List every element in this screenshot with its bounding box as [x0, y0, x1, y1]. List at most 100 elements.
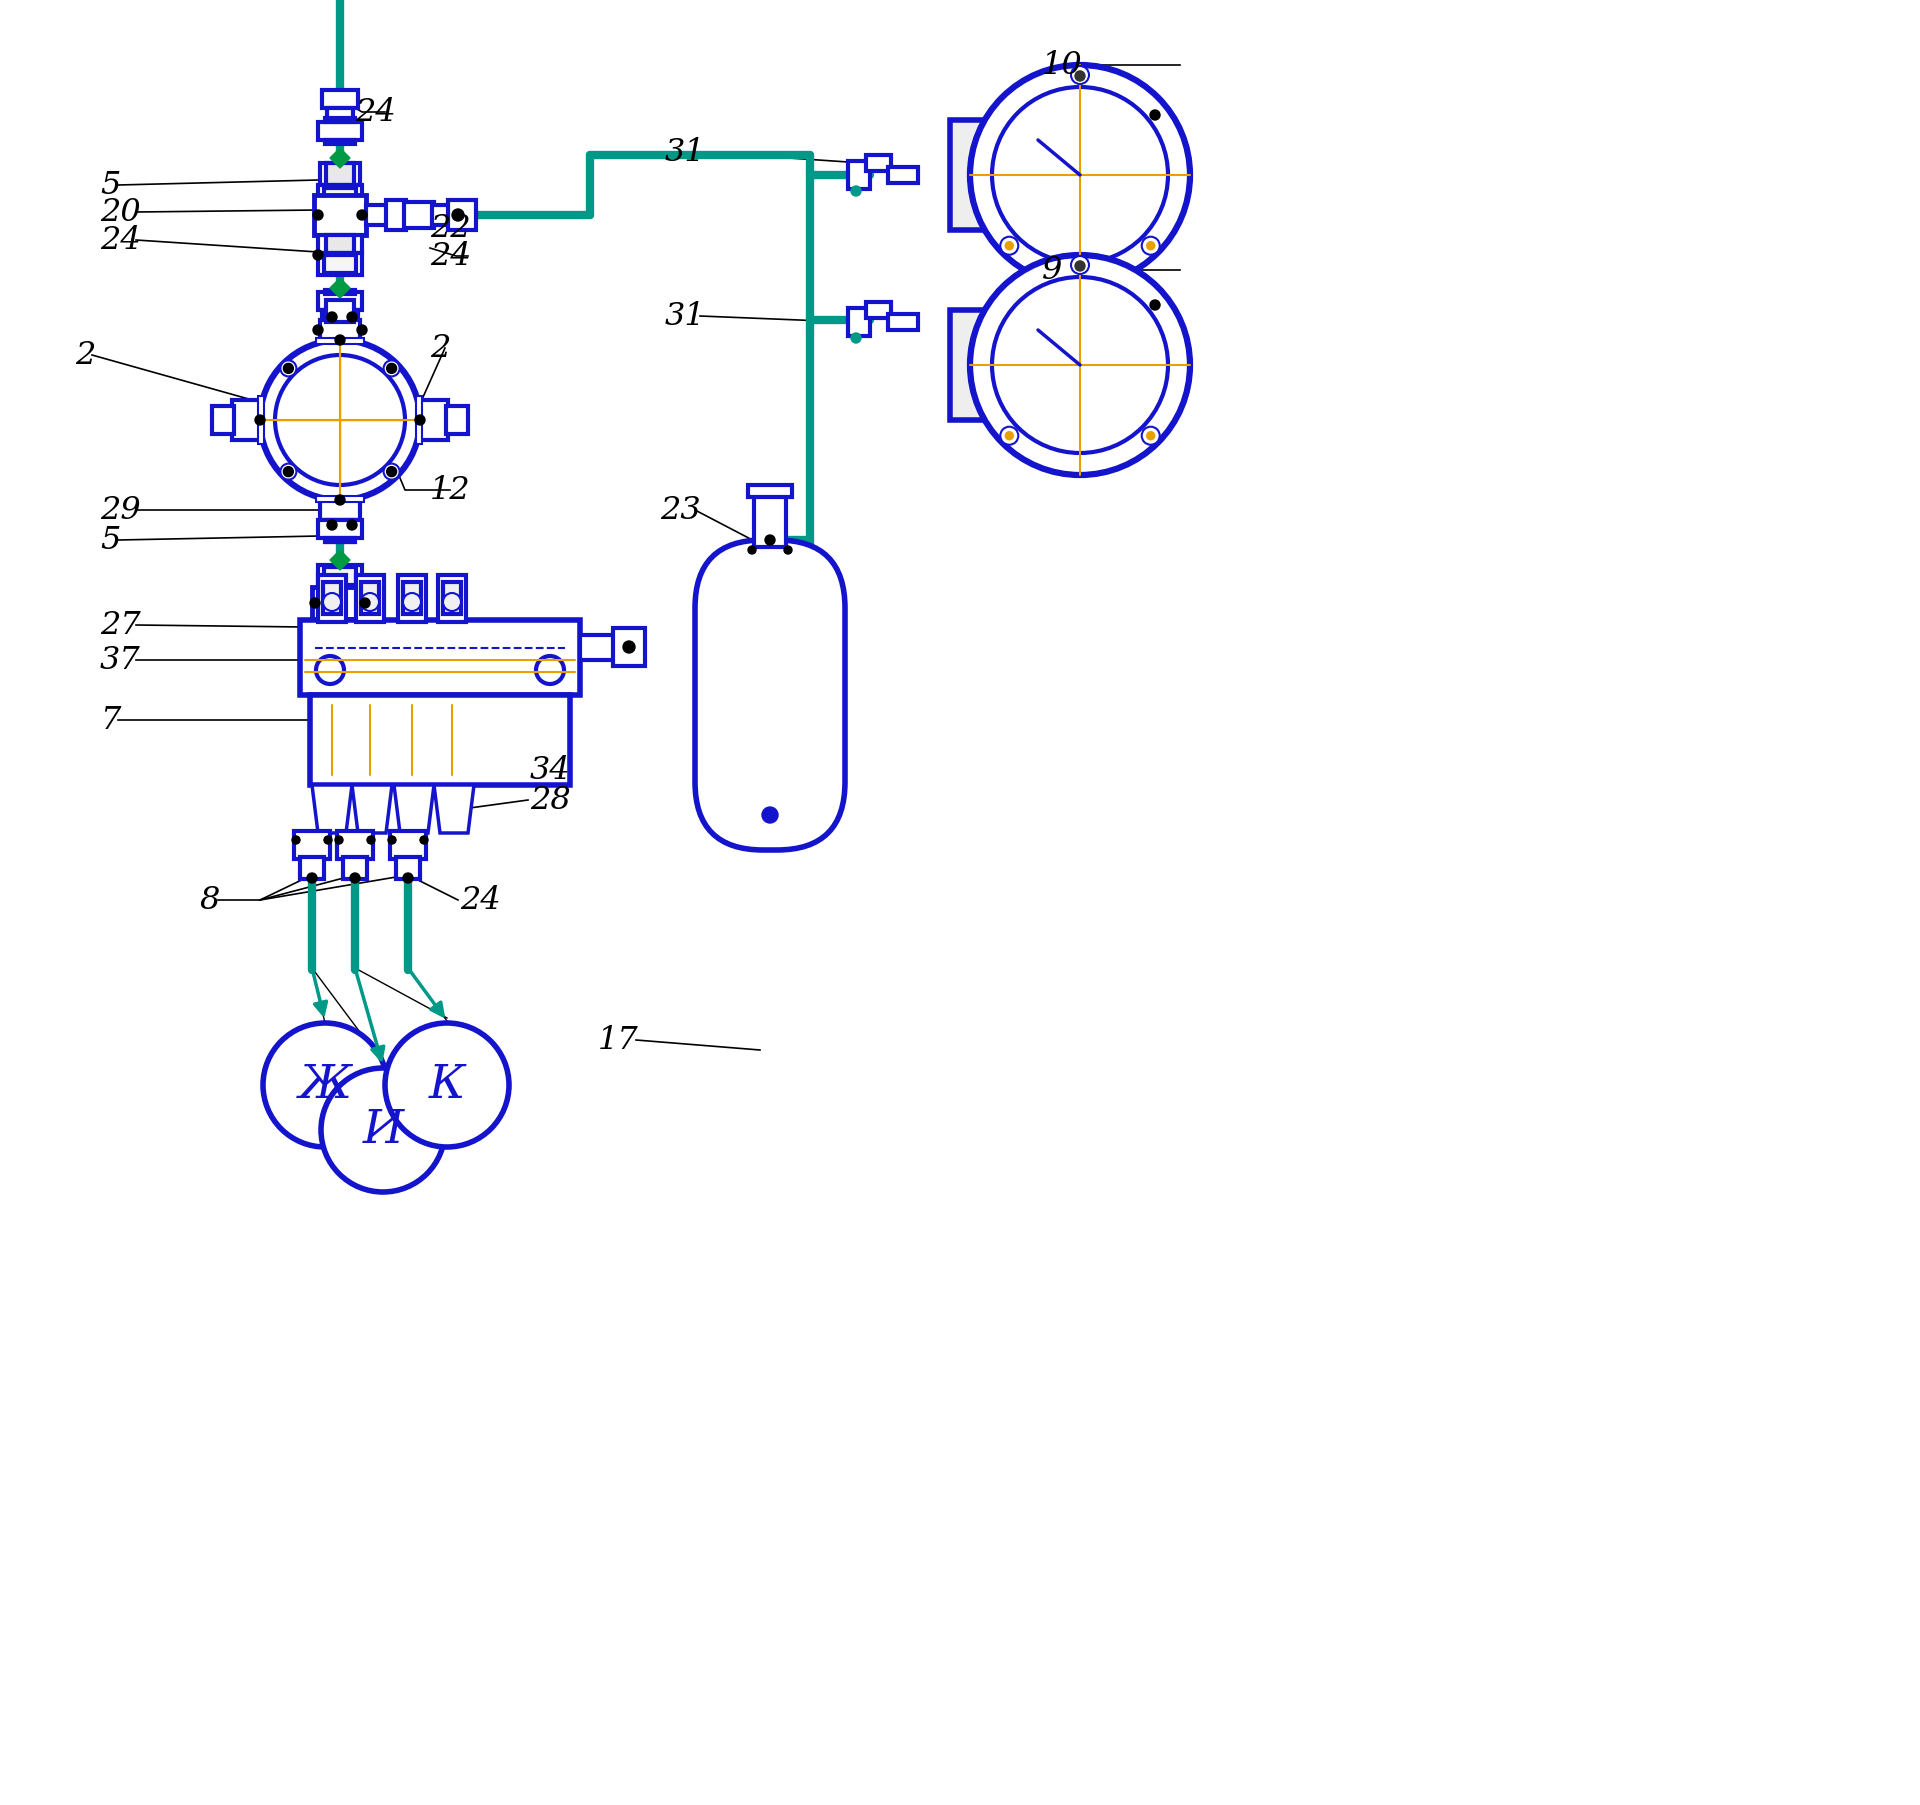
Text: 31: 31: [664, 137, 707, 168]
Bar: [319, 520, 363, 538]
Bar: [326, 520, 353, 541]
Circle shape: [1006, 242, 1014, 249]
Circle shape: [1142, 426, 1160, 444]
Polygon shape: [313, 785, 351, 832]
Bar: [321, 319, 361, 339]
Bar: [313, 587, 369, 619]
Circle shape: [783, 545, 793, 554]
Circle shape: [386, 363, 397, 374]
Bar: [755, 493, 785, 547]
Polygon shape: [330, 278, 349, 298]
Circle shape: [321, 1069, 445, 1191]
Circle shape: [280, 361, 296, 377]
Bar: [447, 200, 476, 229]
Circle shape: [622, 641, 636, 653]
Circle shape: [367, 836, 374, 845]
Circle shape: [1146, 242, 1154, 249]
Bar: [580, 635, 614, 661]
Bar: [324, 310, 355, 314]
Bar: [294, 830, 330, 859]
Bar: [344, 857, 367, 879]
Circle shape: [334, 495, 346, 505]
FancyBboxPatch shape: [695, 540, 845, 850]
Circle shape: [326, 312, 338, 321]
Bar: [324, 567, 355, 585]
Circle shape: [357, 209, 367, 220]
Circle shape: [324, 836, 332, 845]
Circle shape: [1142, 236, 1160, 255]
Circle shape: [1071, 67, 1089, 85]
Circle shape: [1075, 262, 1085, 271]
Bar: [317, 338, 365, 345]
Circle shape: [764, 534, 776, 545]
Text: 27: 27: [100, 610, 140, 641]
Circle shape: [403, 594, 420, 612]
Circle shape: [993, 276, 1167, 453]
Circle shape: [851, 332, 860, 343]
Text: 5: 5: [100, 170, 121, 200]
Circle shape: [762, 807, 778, 823]
Bar: [749, 486, 793, 496]
Bar: [445, 406, 468, 433]
Circle shape: [334, 836, 344, 845]
Bar: [397, 576, 426, 623]
Circle shape: [1000, 236, 1018, 255]
Polygon shape: [394, 785, 434, 832]
Bar: [321, 500, 361, 520]
Bar: [300, 857, 324, 879]
Text: 24: 24: [461, 884, 501, 915]
Circle shape: [348, 312, 357, 321]
Text: 10: 10: [1043, 49, 1083, 81]
Text: 7: 7: [100, 704, 121, 735]
Bar: [403, 202, 434, 227]
Bar: [319, 184, 363, 215]
Circle shape: [275, 356, 405, 486]
Circle shape: [1146, 431, 1154, 440]
Bar: [355, 576, 384, 623]
Bar: [396, 857, 420, 879]
Bar: [257, 395, 265, 444]
Bar: [361, 581, 378, 614]
Circle shape: [334, 336, 346, 345]
Text: 23: 23: [660, 495, 701, 525]
Circle shape: [255, 415, 265, 424]
Bar: [950, 310, 1010, 421]
Bar: [309, 695, 570, 785]
Bar: [950, 119, 1010, 229]
Circle shape: [851, 186, 860, 197]
Circle shape: [323, 594, 342, 612]
Circle shape: [361, 597, 371, 608]
Circle shape: [357, 325, 367, 336]
Bar: [390, 830, 426, 859]
Bar: [319, 253, 363, 274]
Bar: [323, 310, 357, 338]
Bar: [323, 90, 357, 108]
Bar: [866, 301, 891, 318]
Text: И: И: [363, 1106, 403, 1153]
Bar: [324, 117, 355, 123]
Text: 24: 24: [100, 224, 140, 256]
Circle shape: [263, 1023, 388, 1146]
Text: 9: 9: [1043, 255, 1062, 285]
Bar: [326, 162, 353, 184]
Bar: [367, 206, 388, 226]
Bar: [889, 168, 918, 182]
Circle shape: [313, 251, 323, 260]
Circle shape: [1075, 70, 1085, 81]
Text: 28: 28: [530, 785, 570, 816]
Bar: [338, 830, 372, 859]
Bar: [232, 401, 259, 440]
Bar: [324, 188, 355, 211]
Text: 8: 8: [200, 884, 221, 915]
Circle shape: [388, 836, 396, 845]
Circle shape: [970, 255, 1190, 475]
Circle shape: [348, 520, 357, 531]
Bar: [420, 401, 447, 440]
Polygon shape: [434, 785, 474, 832]
Bar: [432, 206, 449, 226]
Text: 34: 34: [530, 754, 570, 785]
Bar: [323, 581, 342, 614]
Circle shape: [309, 597, 321, 608]
Circle shape: [451, 209, 465, 220]
Circle shape: [280, 464, 296, 480]
